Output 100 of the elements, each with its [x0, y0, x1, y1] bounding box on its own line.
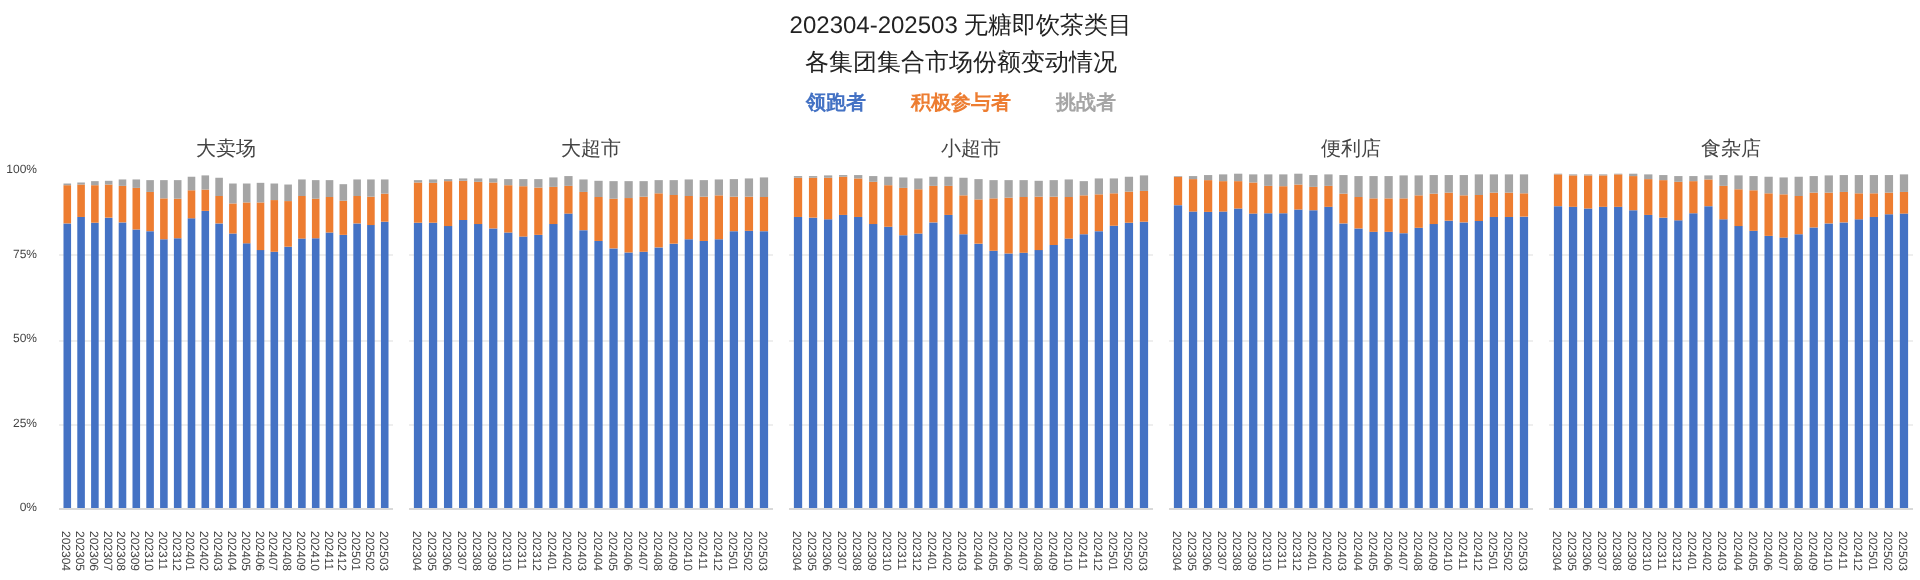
bar	[1899, 213, 1909, 509]
bar	[793, 177, 803, 217]
bar	[899, 177, 908, 188]
bar	[1429, 175, 1438, 194]
bar	[1689, 181, 1698, 214]
bar	[1264, 174, 1273, 186]
bar	[339, 234, 348, 509]
bar	[1839, 222, 1848, 509]
bar	[1354, 176, 1363, 198]
bar	[549, 186, 558, 225]
bar	[1674, 220, 1683, 509]
bar	[654, 193, 663, 248]
bar	[1629, 210, 1638, 509]
bar	[1339, 223, 1348, 509]
bar	[549, 177, 558, 187]
bar	[229, 233, 237, 509]
bar	[519, 186, 528, 237]
bar	[1354, 228, 1363, 509]
bar	[1249, 213, 1258, 509]
bar	[1019, 252, 1028, 509]
bar	[1474, 174, 1483, 195]
bar	[759, 197, 769, 232]
bar	[284, 201, 292, 247]
bar	[1173, 176, 1183, 206]
bar	[729, 179, 739, 197]
bar	[1899, 191, 1909, 214]
bar	[564, 176, 573, 186]
bar	[1219, 181, 1228, 212]
bar	[118, 185, 127, 223]
bar	[808, 177, 818, 218]
bar	[1294, 184, 1303, 210]
bar	[839, 176, 848, 215]
bar	[1109, 225, 1119, 509]
bar	[1764, 235, 1773, 509]
bar	[256, 250, 265, 509]
bar	[654, 247, 663, 509]
bar	[1459, 222, 1468, 509]
bar	[1444, 175, 1453, 193]
bar	[1704, 206, 1713, 509]
bar	[1264, 213, 1273, 509]
bar	[1489, 216, 1499, 509]
chart-title: 大超市	[561, 137, 621, 161]
bar	[974, 199, 983, 244]
bar	[367, 179, 375, 197]
bar	[1674, 181, 1683, 221]
bar	[1764, 193, 1773, 236]
bar	[914, 189, 923, 234]
bar	[504, 179, 513, 186]
bar	[1203, 211, 1213, 509]
bar	[579, 179, 588, 192]
bar	[1279, 213, 1288, 509]
bar	[187, 218, 196, 509]
bar	[929, 176, 938, 186]
bar	[215, 196, 223, 224]
bar	[1504, 192, 1514, 217]
bar	[1094, 231, 1103, 509]
chart-title: 大卖场	[196, 137, 256, 161]
bar	[428, 222, 438, 509]
bar	[1644, 214, 1653, 509]
bar	[118, 222, 127, 509]
bar	[759, 177, 769, 198]
bar	[989, 180, 998, 199]
bar	[1474, 195, 1483, 222]
bar	[1399, 175, 1408, 199]
bar	[413, 182, 423, 223]
bar	[187, 190, 196, 219]
bar	[1659, 217, 1668, 509]
bar	[1504, 174, 1514, 193]
bar	[504, 185, 513, 233]
bar	[594, 180, 603, 198]
bar	[339, 184, 348, 201]
bar	[132, 179, 141, 188]
bar	[1049, 180, 1058, 197]
bar	[1583, 175, 1593, 209]
bar	[959, 234, 968, 509]
bar	[1884, 175, 1894, 193]
bar	[1064, 197, 1073, 239]
bar	[270, 251, 279, 509]
bar	[1139, 190, 1149, 222]
bar	[714, 179, 723, 196]
bar	[77, 184, 85, 217]
bar	[284, 246, 292, 509]
bar	[1749, 230, 1758, 509]
bar	[1809, 176, 1818, 193]
bar	[1779, 237, 1788, 509]
bar	[884, 176, 893, 186]
chart-title: 便利店	[1321, 137, 1381, 161]
bar	[1294, 173, 1303, 185]
bar	[744, 196, 754, 231]
bar	[1429, 193, 1438, 225]
bar	[839, 214, 848, 509]
bar	[311, 180, 320, 199]
bar	[1583, 208, 1593, 509]
bar	[929, 185, 938, 223]
bar	[1659, 175, 1668, 181]
bar	[160, 180, 168, 199]
bar	[1704, 179, 1713, 207]
bar	[549, 224, 558, 509]
bar	[459, 180, 468, 221]
bar	[132, 187, 141, 230]
